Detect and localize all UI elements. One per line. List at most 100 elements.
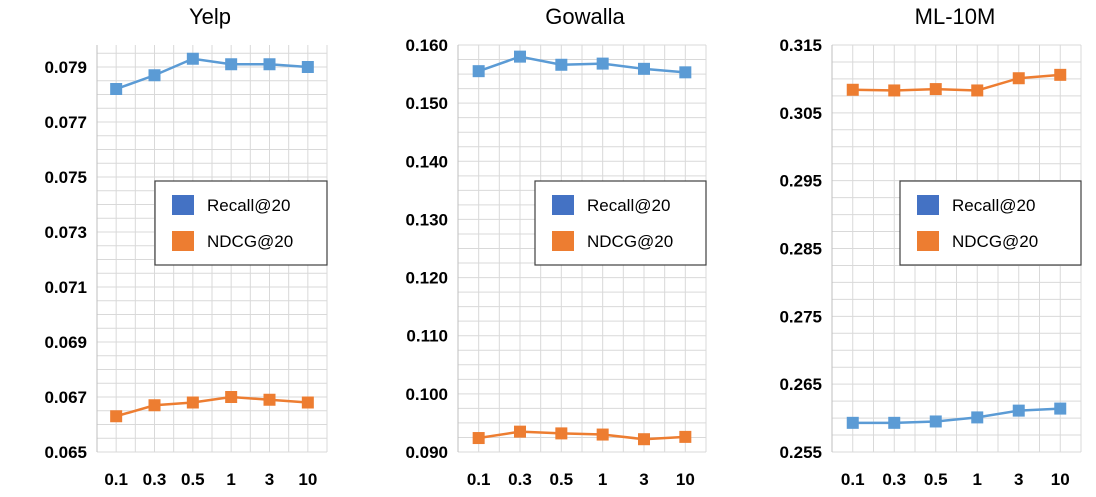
recall-point [263,58,276,71]
x-tick-label: 3 [1014,470,1023,489]
series-line-ndcg [478,430,686,441]
y-tick-label: 0.075 [44,168,87,187]
y-tick-label: 0.110 [406,327,448,346]
recall-point [888,416,901,429]
x-tick-label: 3 [265,470,274,489]
y-tick-label: 0.069 [44,333,87,352]
ndcg-point [110,410,123,423]
x-tick-label: 3 [639,470,648,489]
ndcg-point [929,83,942,96]
legend-label: NDCG@20 [207,232,293,251]
series-line-recall [115,57,308,91]
ndcg-point [596,428,609,441]
y-tick-label: 0.295 [779,172,822,191]
ndcg-point [888,84,901,97]
x-tick-label: 0.1 [104,470,128,489]
y-tick-label: 0.090 [405,443,448,462]
series-line-ndcg [852,73,1061,92]
recall-point [110,83,123,95]
legend: Recall@20 NDCG@20 [899,180,1082,266]
ndcg-point [971,84,984,97]
ndcg-point [514,425,526,438]
x-tick-label: 0.5 [181,470,205,489]
legend-label: NDCG@20 [587,232,673,251]
chart-2: 0.0900.1000.1100.1200.1300.1400.1500.160… [405,4,707,489]
ndcg-point [1012,72,1025,85]
ndcg-point [225,391,238,403]
legend-box [899,180,1082,266]
series-line-ndcg [115,395,308,418]
recall-point [148,69,161,82]
x-tick-label: 0.1 [841,470,865,489]
ndcg-point [846,83,859,96]
ndcg-point [679,430,692,443]
y-tick-label: 0.120 [405,269,448,288]
y-tick-label: 0.275 [779,307,822,326]
legend: Recall@20 NDCG@20 [534,180,707,266]
y-tick-label: 0.071 [44,278,87,297]
chart-title: Gowalla [545,4,625,29]
recall-point [555,58,568,71]
legend-label: NDCG@20 [952,232,1038,251]
legend-swatch-ndcg [172,231,194,251]
y-tick-label: 0.255 [779,443,822,462]
ndcg-point [555,427,568,440]
x-tick-label: 10 [298,470,317,489]
recall-point [472,65,485,78]
y-tick-label: 0.140 [405,152,448,171]
chart-title: Yelp [189,4,231,29]
y-tick-label: 0.265 [779,375,822,394]
legend-swatch-recall [552,195,574,215]
recall-point [225,58,238,71]
recall-point [929,415,942,428]
legend-label: Recall@20 [587,196,670,215]
legend-box [534,180,707,266]
y-tick-label: 0.065 [44,443,87,462]
x-tick-label: 10 [1051,470,1070,489]
legend-swatch-ndcg [552,231,574,251]
legend-swatch-recall [917,195,939,215]
x-tick-label: 1 [226,470,235,489]
recall-point [679,66,692,79]
series-line-recall [852,407,1061,425]
series-line-recall [478,55,686,74]
legend-swatch-ndcg [917,231,939,251]
recall-point [1012,404,1025,417]
ndcg-point [638,433,650,446]
chart-title: ML-10M [915,4,996,29]
recall-point [846,416,859,429]
ndcg-point [186,396,199,409]
recall-point [971,411,984,424]
recall-point [638,62,650,75]
x-tick-label: 1 [973,470,982,489]
x-tick-label: 1 [598,470,607,489]
chart-1: 0.065 0.067 0.069 0.071 0.073 0.075 0.077 0.079… [44,4,328,489]
x-tick-label: 0.3 [143,470,167,489]
ndcg-point [301,396,314,409]
x-tick-label: 0.3 [882,470,906,489]
recall-point [596,57,609,70]
y-tick-label: 0.073 [44,223,87,242]
recall-point [514,50,526,63]
recall-point [186,52,199,65]
legend-label: Recall@20 [952,196,1035,215]
y-tick-label: 0.305 [779,104,822,123]
legend-box [154,180,328,266]
ndcg-point [1054,68,1067,81]
y-tick-label: 0.150 [405,94,448,113]
ndcg-point [263,393,276,406]
recall-point [1054,402,1067,415]
y-tick-label: 0.315 [779,36,822,55]
legend-label: Recall@20 [207,196,290,215]
chart-3: 0.255 0.265 0.275 0.285 0.295 0.305 0.315 0.1 0.… [779,4,1082,489]
x-tick-label: 0.3 [508,470,532,489]
x-tick-label: 0.5 [550,470,574,489]
y-tick-label: 0.077 [44,113,87,132]
recall-point [301,61,314,73]
ndcg-point [148,399,161,412]
x-tick-label: 0.1 [467,470,491,489]
y-tick-label: 0.160 [405,36,448,55]
legend-swatch-recall [172,195,194,215]
y-tick-label: 0.079 [44,58,87,77]
y-tick-label: 0.100 [405,385,448,404]
